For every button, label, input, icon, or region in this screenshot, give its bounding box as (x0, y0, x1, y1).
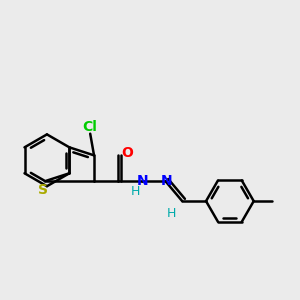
Text: H: H (167, 207, 177, 220)
Text: N: N (160, 174, 172, 188)
Text: O: O (121, 146, 133, 160)
Text: S: S (38, 182, 48, 197)
Text: H: H (130, 185, 140, 198)
Text: Cl: Cl (82, 120, 97, 134)
Text: N: N (136, 174, 148, 188)
